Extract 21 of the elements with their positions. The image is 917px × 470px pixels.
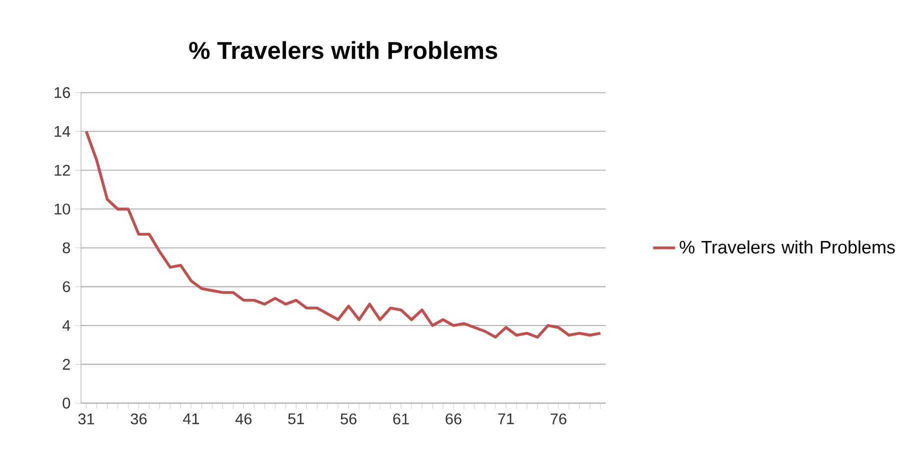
x-tick-label: 51 xyxy=(288,414,304,424)
x-tick-label: 76 xyxy=(550,414,566,425)
x-tick-label: 31 xyxy=(78,414,94,425)
y-tick-label: 16 xyxy=(54,87,70,98)
y-tick-label: 12 xyxy=(54,164,70,176)
chart-title: % Travelers with Problems xyxy=(189,41,498,60)
y-tick-label: 0 xyxy=(62,398,70,409)
legend-label: % Travelers with Problems xyxy=(680,240,895,254)
y-tick-label: 4 xyxy=(62,320,70,331)
x-tick-label: 36 xyxy=(130,414,147,425)
y-tick-label: 8 xyxy=(62,242,70,254)
y-tick-label: 6 xyxy=(62,281,70,292)
x-tick-label: 56 xyxy=(340,414,356,425)
y-tick-label: 2 xyxy=(62,359,70,370)
x-tick-label: 61 xyxy=(393,414,409,425)
y-tick-label: 14 xyxy=(54,126,70,137)
x-tick-label: 66 xyxy=(446,414,462,425)
x-tick-label: 41 xyxy=(182,414,200,424)
x-tick-label: 46 xyxy=(235,414,252,425)
x-tick-label: 71 xyxy=(498,414,514,424)
y-tick-label: 10 xyxy=(54,204,70,215)
